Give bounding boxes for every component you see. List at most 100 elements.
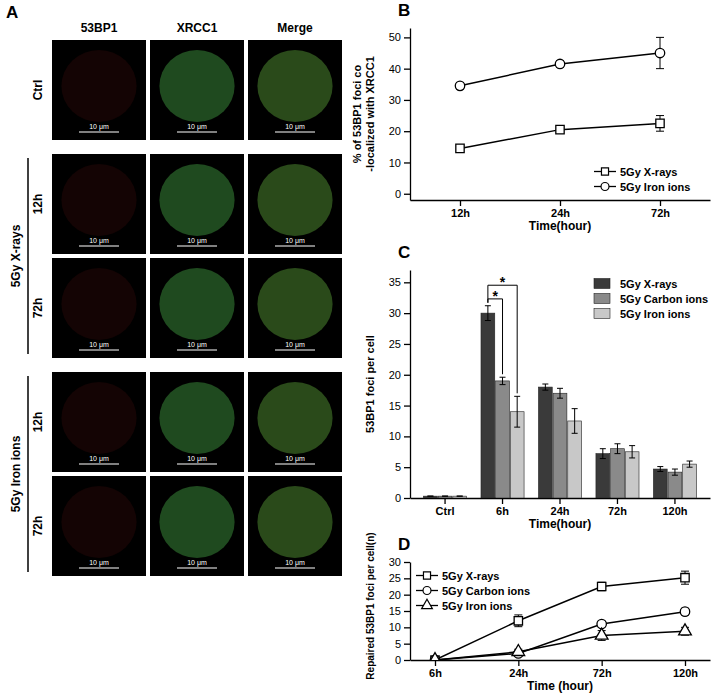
y-tick-label: 15 [389, 605, 401, 617]
y-tick: 20 [389, 589, 410, 601]
x-tick-label: 120h [662, 505, 687, 517]
series-line [435, 612, 685, 660]
scale-bar-label: 10 μm [89, 341, 109, 349]
series-line [460, 123, 660, 148]
nucleus [61, 486, 136, 558]
y-tick-mark [404, 595, 410, 596]
plot-area [424, 306, 697, 498]
legend-symbol [422, 599, 433, 608]
micrograph [248, 154, 342, 254]
row-label: 12h [31, 194, 45, 215]
x-tick: 24h [509, 660, 528, 679]
y-tick: 10 [389, 621, 410, 633]
y-tick-mark [404, 162, 410, 163]
scale-bar-label: 10 μm [187, 123, 207, 131]
x-axis-title: Time (hour) [527, 679, 593, 693]
y-axis: 05101520253035 [389, 271, 411, 505]
y-tick: 0 [395, 654, 410, 666]
y-tick: 0 [395, 188, 410, 200]
error-bar [485, 306, 491, 321]
y-tick: 30 [389, 94, 410, 106]
scale-bar [275, 131, 315, 132]
y-tick: 5 [395, 638, 410, 650]
marker [595, 628, 608, 639]
marker [681, 573, 689, 581]
y-tick: 25 [389, 338, 410, 350]
y-tick: 15 [389, 400, 410, 412]
scale-bar-label: 10 μm [89, 237, 109, 245]
y-axis-title: 53BP1 foci per cell [364, 335, 376, 433]
nucleus [159, 164, 234, 236]
error-bar [514, 615, 522, 627]
x-tick-mark [617, 498, 618, 504]
y-tick: 15 [389, 605, 410, 617]
y-tick: 35 [389, 276, 410, 288]
x-tick: Ctrl [436, 498, 455, 517]
x-axis: 12h24h72h [411, 200, 711, 219]
x-tick-mark [602, 660, 603, 666]
micrograph [52, 154, 146, 254]
y-tick-mark [404, 562, 410, 563]
column-header: Merge [277, 21, 313, 35]
scale-bar [275, 245, 315, 246]
x-tick-mark [660, 200, 661, 206]
micrograph [150, 476, 244, 576]
error-bar [657, 467, 663, 472]
nucleus [61, 268, 136, 340]
error-bar [614, 444, 620, 454]
y-tick-mark [404, 37, 410, 38]
error-bar [629, 446, 635, 458]
y-tick-mark [404, 467, 410, 468]
error-bar [656, 37, 664, 68]
y-tick-mark [404, 660, 410, 661]
x-tick: 24h [551, 200, 570, 219]
error-bar [598, 582, 606, 590]
x-axis-title: Time(hour) [529, 517, 591, 531]
y-tick-mark [404, 313, 410, 314]
y-tick: 30 [389, 307, 410, 319]
x-tick: 120h [662, 498, 687, 517]
plot-area [455, 37, 664, 152]
scale-bar [177, 463, 217, 464]
bar [611, 449, 625, 498]
y-tick-label: 0 [395, 492, 401, 504]
marker [429, 653, 442, 660]
bar [538, 387, 552, 498]
scale-bar-label: 10 μm [187, 559, 207, 567]
y-tick: 40 [389, 63, 410, 75]
legend-label: 5Gy Iron ions [620, 181, 690, 193]
y-tick-mark [404, 69, 410, 70]
micrograph [248, 258, 342, 358]
y-tick: 50 [389, 31, 410, 43]
x-tick-mark [444, 498, 445, 504]
group-label: Ctrl [31, 80, 45, 101]
legend-label: 5Gy Iron ions [442, 600, 512, 612]
y-tick-label: 15 [389, 400, 401, 412]
y-axis: 01020304050 [389, 29, 411, 201]
legend-label: 5Gy Carbon ions [442, 585, 530, 597]
series-line [435, 631, 685, 660]
image-panel: A53BP1XRCC1Merge10 μm10 μm10 μmCtrl10 μm… [6, 3, 342, 576]
y-tick-mark [404, 498, 410, 499]
panel-label: D [398, 535, 410, 554]
figure: A53BP1XRCC1Merge10 μm10 μm10 μmCtrl10 μm… [0, 0, 726, 695]
series-line [435, 578, 685, 660]
nucleus [61, 382, 136, 454]
y-tick-label: 5 [395, 638, 401, 650]
nucleus [159, 268, 234, 340]
y-tick: 10 [389, 430, 410, 442]
y-axis-title: Repaired 53BP1 foci per cell(n) [365, 532, 376, 679]
x-tick-label: 120h [673, 667, 698, 679]
y-tick-label: 40 [389, 63, 401, 75]
x-tick-mark [685, 660, 686, 666]
marker [655, 48, 664, 57]
x-tick: 24h [551, 498, 570, 517]
bar [438, 496, 452, 498]
legend-label: 5Gy Iron ions [620, 308, 690, 320]
micrograph [52, 40, 146, 140]
x-tick-mark [560, 200, 561, 206]
x-tick-label: 72h [651, 207, 670, 219]
scale-bar-label: 10 μm [285, 455, 305, 463]
error-bar [656, 116, 664, 132]
x-tick: 6h [429, 660, 442, 679]
